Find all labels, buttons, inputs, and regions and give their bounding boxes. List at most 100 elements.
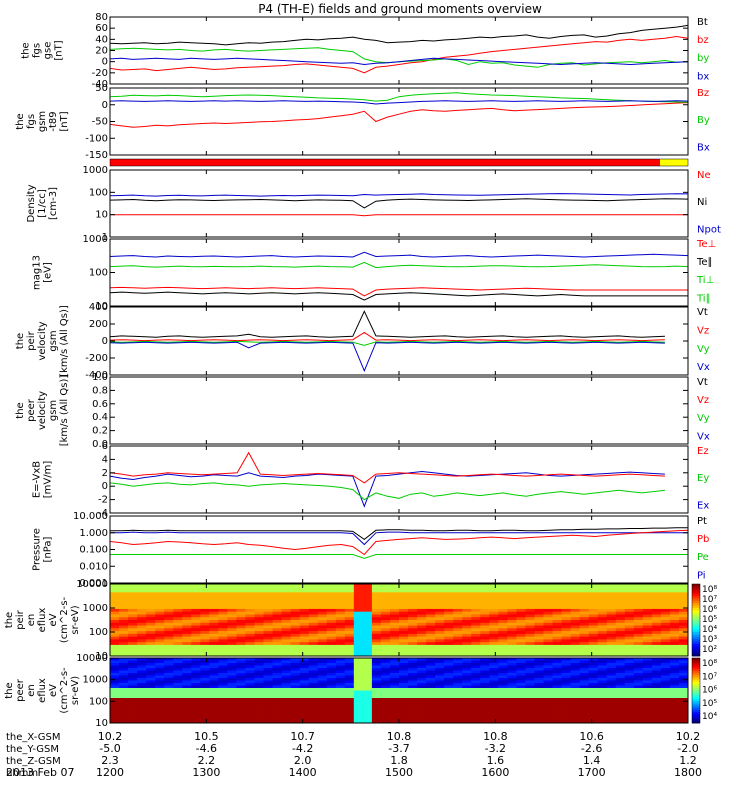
legend-entry: Te⊥ bbox=[696, 239, 716, 250]
series-line-Vx bbox=[109, 341, 665, 373]
y-tick-label: 0.8 bbox=[92, 385, 108, 396]
colorbar-label: 10⁴ bbox=[702, 625, 717, 635]
y-axis-label: peer bbox=[15, 678, 26, 702]
y-tick-label: -50 bbox=[92, 117, 108, 128]
y-axis-label: Pressure bbox=[32, 528, 43, 571]
y-axis-label: sr-eV) bbox=[70, 676, 81, 705]
legend-entry: Npot bbox=[697, 224, 721, 235]
legend-entry: Bt bbox=[697, 17, 708, 28]
y-tick-label: 1.000 bbox=[79, 528, 108, 539]
legend-entry: Pb bbox=[697, 534, 709, 545]
y-axis-label: [cm-3] bbox=[48, 187, 59, 220]
series-line-Vy bbox=[109, 340, 665, 346]
ephemeris-value: 1.2 bbox=[679, 754, 697, 767]
y-axis-label: [mV/m] bbox=[43, 461, 54, 499]
ephemeris-value: 10.5 bbox=[194, 730, 219, 743]
y-tick-label: -20 bbox=[92, 68, 108, 79]
legend-entry: Vt bbox=[697, 307, 708, 318]
ephemeris-value: 10.8 bbox=[483, 730, 508, 743]
y-axis-label: the bbox=[4, 682, 15, 698]
date-label: 2013 Feb 07 bbox=[6, 766, 74, 779]
colorbar-label: 10⁵ bbox=[702, 699, 717, 709]
legend-entry: Vx bbox=[697, 431, 710, 442]
legend-entry: Ti∥ bbox=[696, 293, 711, 304]
series-line-Ey bbox=[109, 482, 665, 501]
ephemeris-value: -3.7 bbox=[388, 742, 409, 755]
y-tick-label: 10000 bbox=[76, 579, 108, 590]
ephemeris-value: 1.8 bbox=[390, 754, 408, 767]
y-axis-label: the bbox=[15, 113, 26, 129]
colorbar-10: 10⁸ 10⁷ 10⁶ 10⁵ 10⁴ bbox=[691, 657, 717, 724]
ephemeris-value: 1800 bbox=[674, 766, 702, 779]
y-axis-label: velocity bbox=[37, 391, 48, 430]
panel-4: Te⊥ Te∥ Ti⊥ Ti∥ 1000 100 10 mag13 [eV] bbox=[32, 234, 717, 312]
legend-entry: Ni bbox=[697, 197, 707, 208]
series-line-Bt bbox=[109, 24, 689, 46]
y-tick-label: 0.6 bbox=[92, 399, 108, 410]
figure-title: P4 (TH-E) fields and ground moments over… bbox=[258, 2, 542, 16]
y-tick-label: 10.000 bbox=[73, 511, 108, 522]
legend-entry: bz bbox=[697, 35, 709, 46]
y-axis-label: en bbox=[26, 684, 37, 697]
y-tick-label: 10 bbox=[95, 301, 108, 312]
panel-frame bbox=[109, 376, 689, 445]
ephemeris-value: 10.2 bbox=[98, 730, 123, 743]
ephemeris-value: -4.6 bbox=[196, 742, 217, 755]
series-line-Ne bbox=[110, 214, 688, 217]
y-tick-label: 20 bbox=[95, 46, 108, 57]
panel-frame bbox=[109, 515, 689, 584]
series-line-Pi bbox=[110, 531, 688, 546]
y-tick-label: 6 bbox=[102, 441, 108, 452]
ephemeris-value: 1200 bbox=[96, 766, 124, 779]
panel-frame bbox=[109, 445, 689, 514]
legend-entry: Ne bbox=[697, 170, 711, 181]
ephemeris-value: -2.6 bbox=[581, 742, 602, 755]
ephemeris-value: 10.7 bbox=[290, 730, 315, 743]
panel-2: Bz By Bx 50 0 -50 -100 -150 the fgs gsm -t89 [nT] bbox=[15, 83, 710, 161]
ephemeris-value: 1.6 bbox=[487, 754, 505, 767]
panel-frame bbox=[109, 87, 689, 156]
y-axis-label: (cm^2-s- bbox=[59, 667, 70, 714]
colorbar-label: 10⁸ bbox=[702, 659, 717, 669]
y-axis-label: (cm^2-s- bbox=[59, 596, 70, 643]
y-tick-label: 10 bbox=[95, 210, 108, 221]
colorbar-label: 10⁷ bbox=[702, 595, 717, 605]
series-line-Ex bbox=[109, 470, 665, 508]
panel-frame bbox=[109, 169, 689, 238]
legend-entry: Vy bbox=[697, 344, 710, 355]
legend-entry: by bbox=[697, 53, 709, 64]
legend-entry: Bx bbox=[697, 142, 710, 153]
y-axis-label: gsm bbox=[48, 330, 59, 351]
series-line-Ni bbox=[109, 198, 689, 209]
legend-entry: Pt bbox=[697, 516, 707, 527]
y-axis-label: [km/s (All Qs)] bbox=[59, 375, 70, 447]
legend-entry: Ez bbox=[697, 446, 709, 457]
y-tick-label: 2 bbox=[102, 468, 108, 479]
y-tick-label: 400 bbox=[89, 302, 108, 313]
legend-entry: Bz bbox=[697, 88, 709, 99]
y-tick-label: 0 bbox=[102, 57, 108, 68]
colorbar-label: 10⁷ bbox=[702, 672, 717, 682]
legend-entry: bx bbox=[697, 71, 709, 82]
y-tick-label: -100 bbox=[85, 133, 108, 144]
series-line-Pt bbox=[110, 527, 688, 541]
y-tick-label: 60 bbox=[95, 23, 108, 34]
y-axis-label: the bbox=[21, 42, 32, 58]
colorbar-label: 10³ bbox=[702, 635, 717, 645]
y-tick-label: -200 bbox=[85, 353, 108, 364]
y-tick-label: 0 bbox=[102, 336, 108, 347]
series-line-Ti⊥ bbox=[109, 261, 689, 269]
y-axis-label: eflux bbox=[37, 608, 48, 633]
series-line-Npot bbox=[109, 193, 689, 197]
y-tick-label: 1.0 bbox=[92, 372, 108, 383]
y-tick-label: 0.2 bbox=[92, 426, 108, 437]
y-axis-label: eV bbox=[48, 684, 59, 697]
y-tick-label: 1 bbox=[102, 232, 108, 243]
colorbar-label: 10⁵ bbox=[702, 615, 717, 625]
y-tick-label: -150 bbox=[85, 150, 108, 161]
y-tick-label: 40 bbox=[95, 34, 108, 45]
series-line-Ez bbox=[109, 451, 665, 484]
